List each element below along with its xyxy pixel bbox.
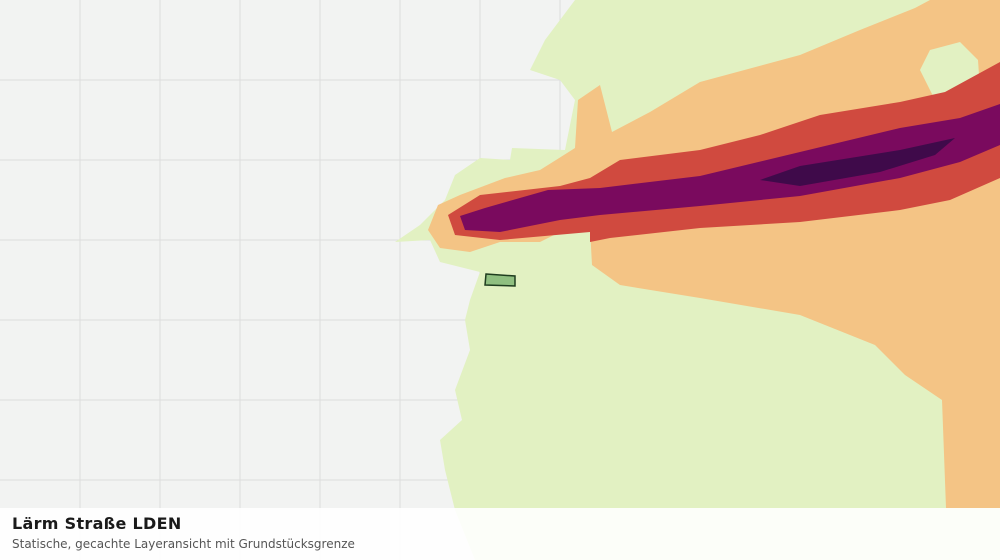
noise-zone-extreme	[760, 138, 955, 186]
layer-title: Lärm Straße LDEN	[12, 514, 182, 533]
caption: Lärm Straße LDEN Statische, gecachte Lay…	[0, 508, 1000, 560]
layer-subtitle: Statische, gecachte Layeransicht mit Gru…	[12, 537, 355, 551]
noise-zone-very-high	[460, 104, 1000, 232]
parcel-boundary	[484, 273, 516, 287]
